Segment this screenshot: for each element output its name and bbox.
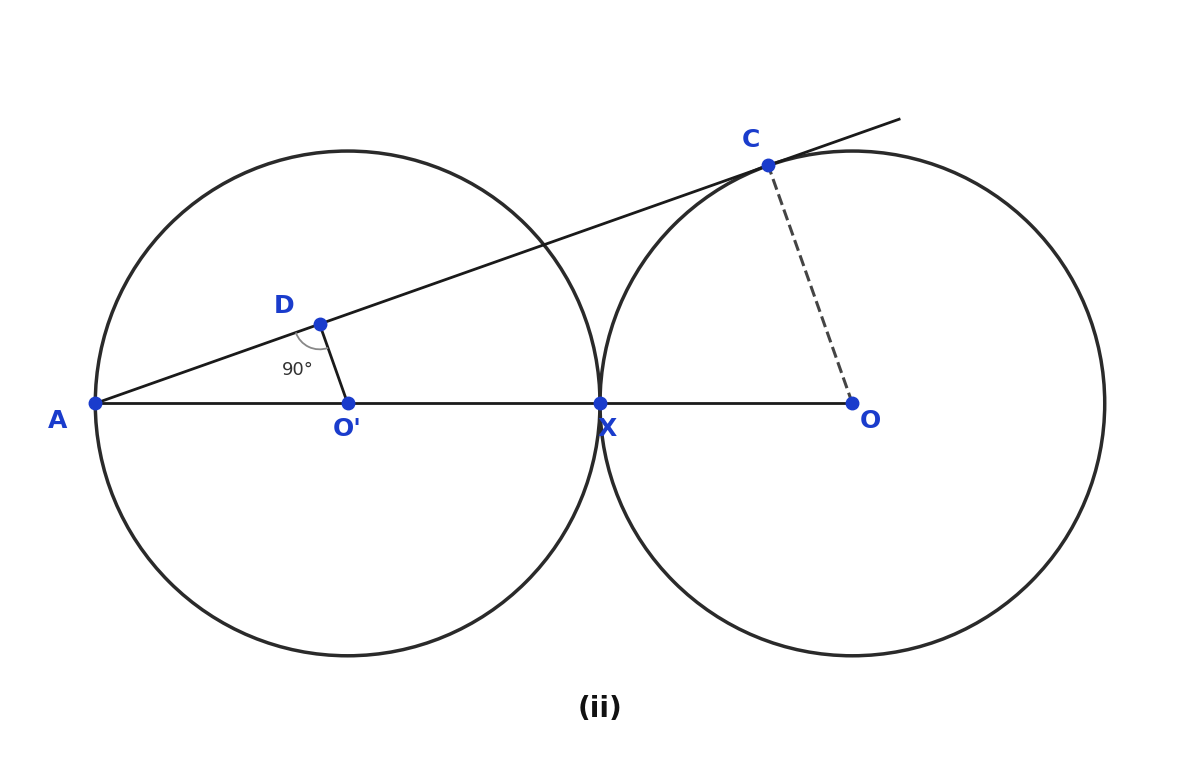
Text: O: O bbox=[859, 409, 881, 433]
Text: 90°: 90° bbox=[282, 360, 313, 379]
Text: D: D bbox=[274, 294, 294, 319]
Text: C: C bbox=[742, 128, 760, 152]
Text: O': O' bbox=[334, 417, 362, 441]
Text: X: X bbox=[598, 417, 617, 441]
Text: (ii): (ii) bbox=[577, 694, 623, 723]
Text: A: A bbox=[48, 409, 67, 433]
